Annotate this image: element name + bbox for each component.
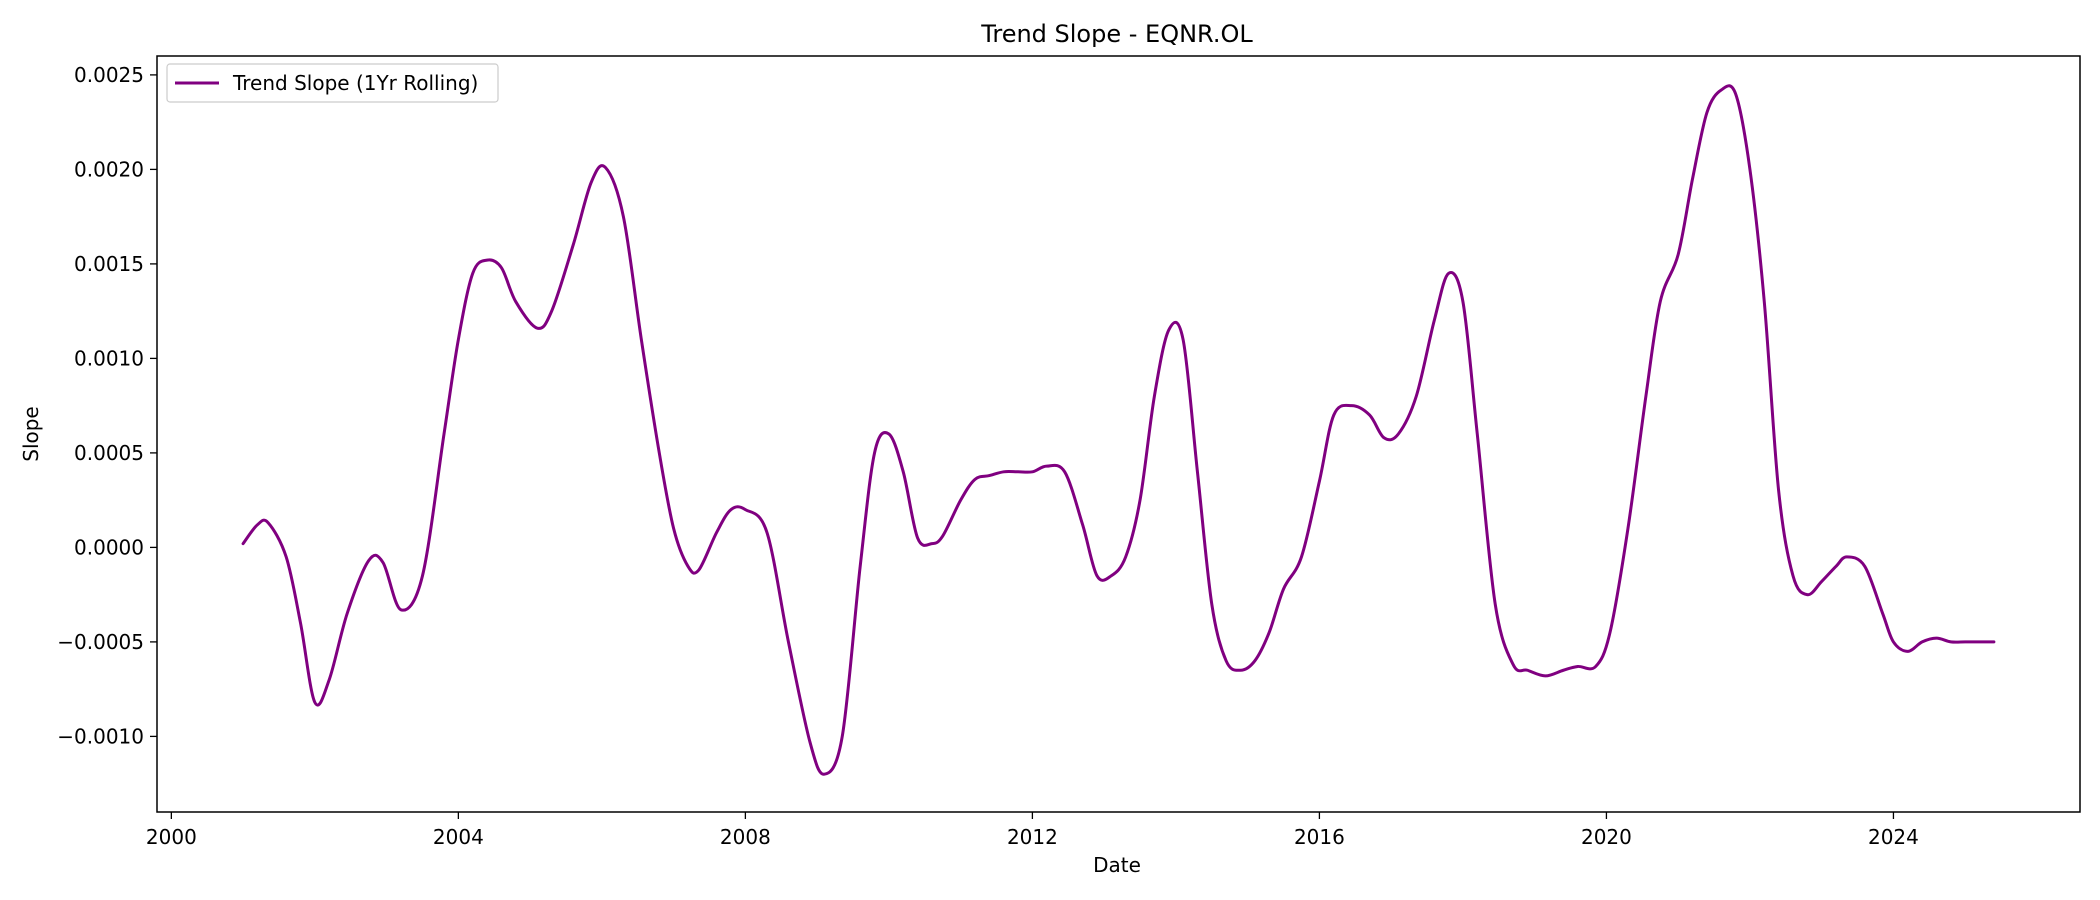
x-tick-label: 2004 [433, 825, 484, 849]
legend-entry: Trend Slope (1Yr Rolling) [232, 71, 478, 95]
plot-frame [156, 55, 2081, 813]
legend-box [166, 63, 499, 103]
x-axis-label: Date [1093, 853, 1141, 877]
y-tick-label: 0.0020 [74, 157, 144, 181]
y-tick-label: 0.0000 [74, 535, 144, 559]
series-group [241, 84, 1996, 776]
x-axis: 2000 2004 2008 2012 2016 2020 2024 [146, 812, 1919, 849]
y-tick-label: 0.0010 [74, 346, 144, 370]
x-tick-label: 2008 [720, 825, 771, 849]
y-axis: −0.0010 −0.0005 0.0000 0.0005 0.0010 0.0015 0.… [57, 63, 157, 748]
chart-title: Trend Slope - EQNR.OL [980, 20, 1253, 48]
x-tick-label: 2020 [1581, 825, 1632, 849]
y-tick-label: 0.0025 [74, 63, 144, 87]
legend: Trend Slope (1Yr Rolling) [166, 63, 499, 103]
y-tick-label: −0.0010 [57, 724, 144, 748]
series-line-0 [241, 84, 1996, 776]
x-tick-label: 2000 [146, 825, 197, 849]
y-tick-label: 0.0015 [74, 252, 144, 276]
x-tick-label: 2024 [1868, 825, 1919, 849]
y-axis-label: Slope [19, 406, 43, 462]
plot-area: 2000 2004 2008 2012 2016 2020 2024 −0.0010−0.0… [57, 55, 2081, 849]
y-tick-label: 0.0005 [74, 441, 144, 465]
x-tick-label: 2012 [1007, 825, 1058, 849]
x-tick-label: 2016 [1294, 825, 1345, 849]
y-tick-label: −0.0005 [57, 630, 144, 654]
